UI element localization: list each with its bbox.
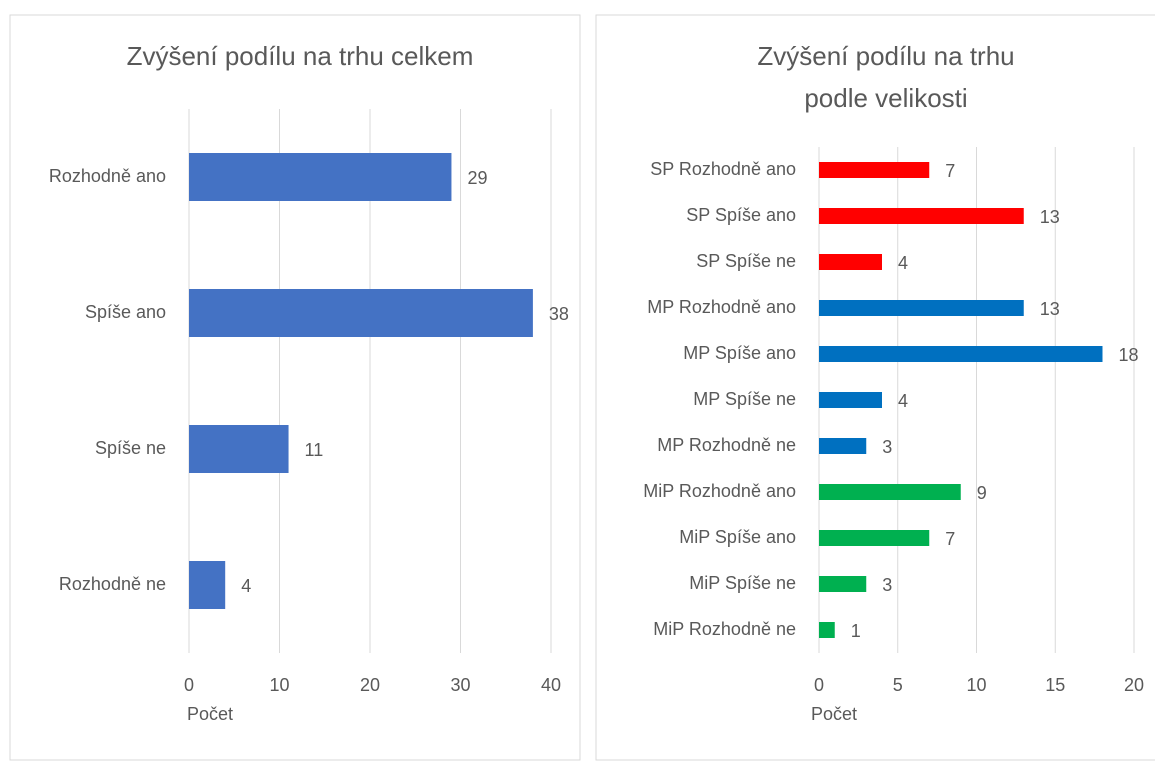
x-tick-label: 20 xyxy=(360,675,380,695)
y-tick-label: MiP Rozhodně ano xyxy=(643,481,796,501)
data-label: 18 xyxy=(1119,345,1139,365)
y-tick-label: SP Spíše ne xyxy=(696,251,796,271)
bar xyxy=(189,561,226,609)
x-axis-label: Počet xyxy=(811,704,857,724)
data-label: 9 xyxy=(977,483,987,503)
data-label: 38 xyxy=(549,304,569,324)
data-label: 7 xyxy=(945,529,955,549)
data-label: 13 xyxy=(1040,207,1060,227)
x-tick-label: 20 xyxy=(1124,675,1144,695)
chart-title: podle velikosti xyxy=(804,83,967,113)
bar xyxy=(819,530,930,546)
data-label: 11 xyxy=(305,440,324,460)
data-label: 4 xyxy=(898,253,908,273)
y-tick-label: Rozhodně ano xyxy=(49,166,166,186)
x-tick-label: 40 xyxy=(541,675,561,695)
y-tick-label: MiP Spíše ne xyxy=(689,573,796,593)
x-tick-label: 10 xyxy=(966,675,986,695)
data-label: 1 xyxy=(851,621,861,641)
bar xyxy=(819,392,882,408)
y-tick-label: MiP Rozhodně ne xyxy=(653,619,796,639)
data-label: 4 xyxy=(241,576,251,596)
y-tick-label: MP Spíše ne xyxy=(693,389,796,409)
bar xyxy=(189,289,533,337)
data-label: 3 xyxy=(882,437,892,457)
panel xyxy=(595,14,1155,761)
panel xyxy=(9,14,581,761)
bar xyxy=(819,576,867,592)
y-tick-label: MP Spíše ano xyxy=(683,343,796,363)
data-label: 29 xyxy=(467,168,487,188)
y-tick-label: MP Rozhodně ne xyxy=(657,435,796,455)
x-tick-label: 0 xyxy=(184,675,194,695)
bar xyxy=(819,208,1024,224)
y-tick-label: MiP Spíše ano xyxy=(679,527,796,547)
y-tick-label: SP Spíše ano xyxy=(686,205,796,225)
bar xyxy=(819,484,961,500)
y-tick-label: Spíše ne xyxy=(95,438,166,458)
x-tick-label: 30 xyxy=(450,675,470,695)
y-tick-label: Spíše ano xyxy=(85,302,166,322)
data-label: 7 xyxy=(945,161,955,181)
x-tick-label: 15 xyxy=(1045,675,1065,695)
data-label: 13 xyxy=(1040,299,1060,319)
bar xyxy=(819,346,1103,362)
bar xyxy=(819,300,1024,316)
y-tick-label: MP Rozhodně ano xyxy=(647,297,796,317)
y-tick-label: Rozhodně ne xyxy=(59,574,166,594)
x-tick-label: 0 xyxy=(814,675,824,695)
bar xyxy=(819,622,835,638)
bar xyxy=(189,425,289,473)
x-tick-label: 5 xyxy=(893,675,903,695)
bar xyxy=(189,153,452,201)
data-label: 4 xyxy=(898,391,908,411)
bar xyxy=(819,438,867,454)
bar xyxy=(819,162,930,178)
bar xyxy=(819,254,882,270)
x-tick-label: 10 xyxy=(269,675,289,695)
chart-title: Zvýšení podílu na trhu celkem xyxy=(127,41,474,71)
x-axis-label: Počet xyxy=(187,704,233,724)
data-label: 3 xyxy=(882,575,892,595)
chart-title: Zvýšení podílu na trhu xyxy=(757,41,1014,71)
y-tick-label: SP Rozhodně ano xyxy=(650,159,796,179)
